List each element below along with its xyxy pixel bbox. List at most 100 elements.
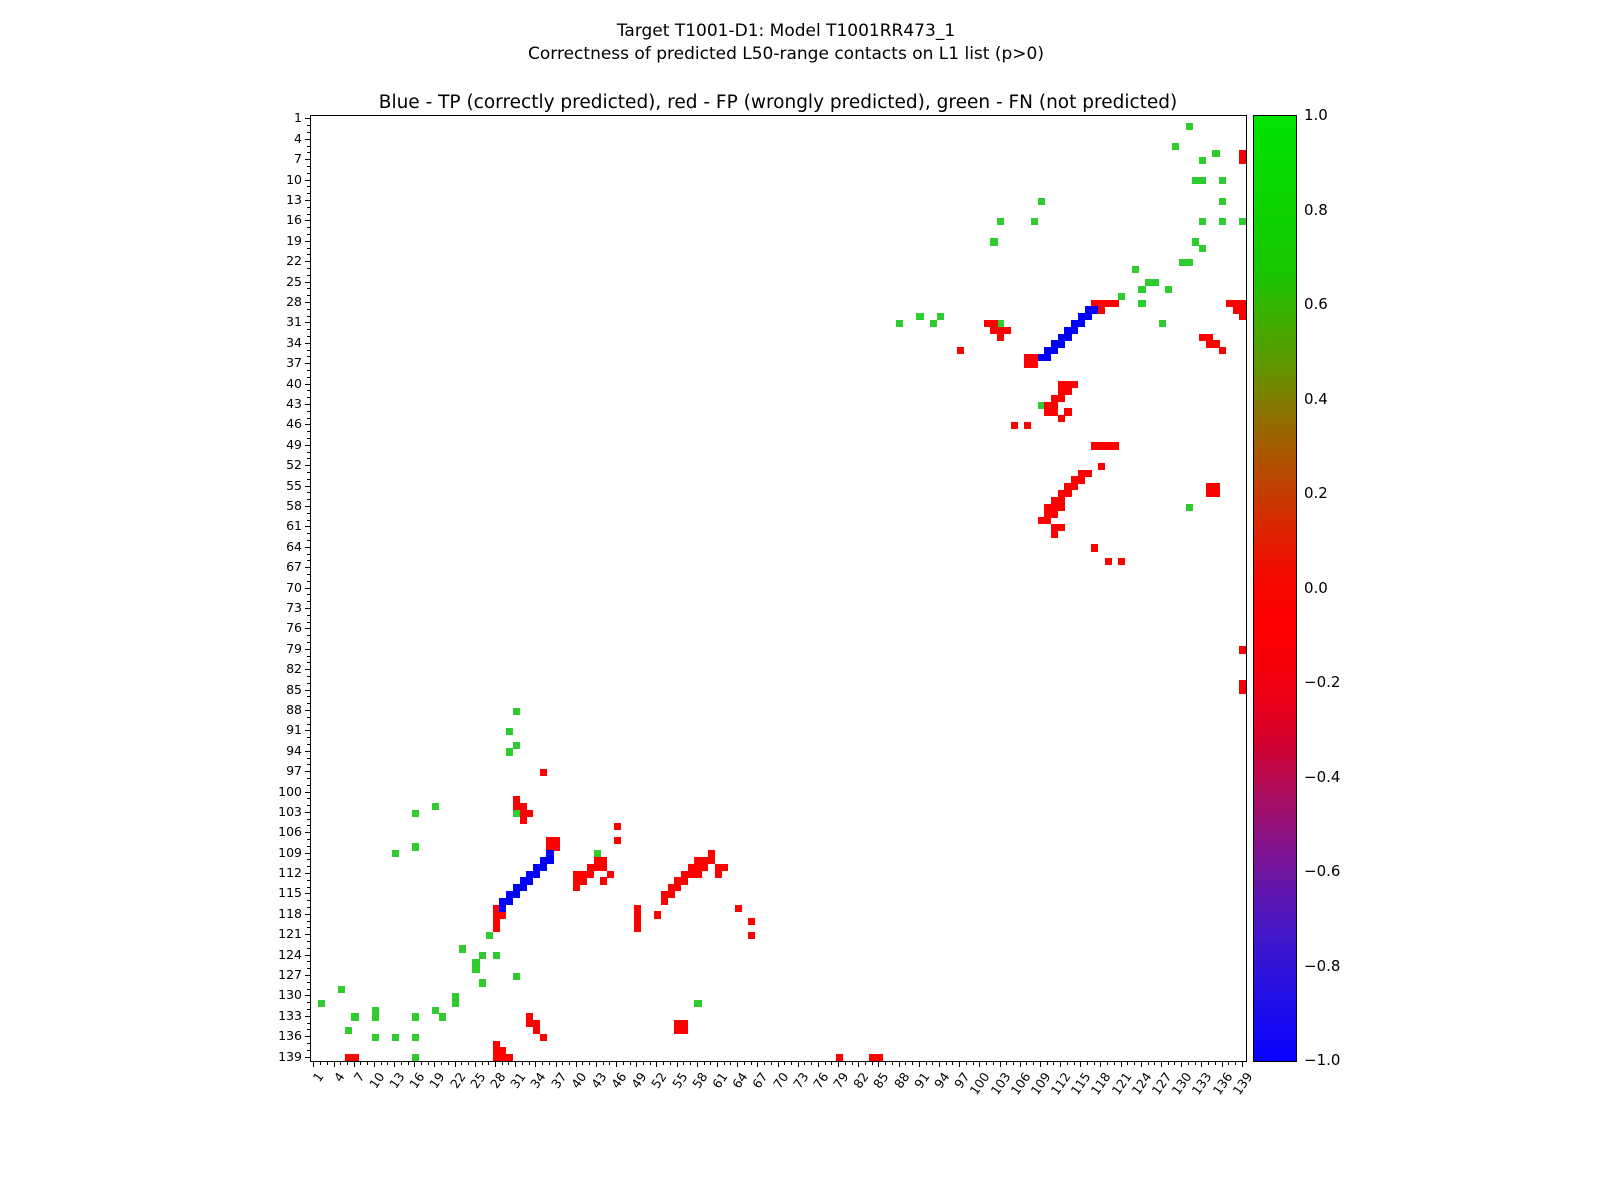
contact-cell-fn xyxy=(1198,177,1207,185)
x-axis-tick xyxy=(1046,1062,1048,1065)
contact-cell-fp xyxy=(1064,408,1072,416)
x-axis-tick xyxy=(1214,1062,1216,1065)
y-axis-tick xyxy=(307,743,310,745)
contact-cell-fp xyxy=(1219,347,1227,355)
contact-cell-fp xyxy=(714,870,722,878)
contact-cell-fp xyxy=(1104,557,1112,566)
y-axis-tick xyxy=(307,784,310,786)
y-axis-tick xyxy=(305,1015,310,1017)
contact-cell-fp xyxy=(526,809,534,817)
colorbar-tick-label: −0.8 xyxy=(1304,956,1341,975)
contact-cell-fn xyxy=(472,959,480,967)
contact-cell-fn xyxy=(479,979,487,987)
contact-cell-fp xyxy=(519,809,527,817)
y-axis-tick-label: 109 xyxy=(278,844,302,860)
contact-cell-fn xyxy=(1131,265,1139,273)
x-axis-tick xyxy=(1107,1062,1109,1065)
contact-cell-fp xyxy=(1050,394,1059,402)
contact-cell-fp xyxy=(344,1054,352,1062)
contact-cell-fp xyxy=(526,1013,534,1021)
contact-cell-fp xyxy=(1057,381,1065,389)
x-axis-tick xyxy=(1241,1062,1243,1067)
contact-cell-fp xyxy=(876,1054,884,1062)
contact-cell-fp xyxy=(506,1054,514,1062)
y-axis-tick-label: 10 xyxy=(286,171,302,187)
contact-cell-tp xyxy=(1071,326,1079,335)
y-axis-tick xyxy=(305,403,310,405)
y-axis-tick-label: 79 xyxy=(286,640,302,656)
x-axis-tick xyxy=(481,1062,483,1065)
y-axis-tick xyxy=(307,512,310,514)
x-axis-tick xyxy=(952,1062,954,1065)
contact-cell-fp xyxy=(519,816,527,824)
contact-cell-fp xyxy=(1064,381,1072,389)
contact-cell-fp xyxy=(687,863,695,872)
y-axis-tick xyxy=(307,295,310,297)
x-axis-tick xyxy=(387,1062,389,1065)
y-axis-tick xyxy=(307,907,310,908)
contact-cell-fp xyxy=(1050,408,1059,416)
y-axis-tick xyxy=(307,369,310,371)
colorbar-tick-label: 0.6 xyxy=(1304,295,1328,313)
y-axis-tick xyxy=(305,852,310,854)
contact-cell-fp xyxy=(667,891,675,899)
contact-cell-fp xyxy=(600,857,608,865)
x-axis-tick xyxy=(932,1062,934,1065)
contact-cell-fn xyxy=(1151,279,1159,287)
y-axis-tick-label: 139 xyxy=(278,1048,302,1064)
contact-cell-tp xyxy=(519,877,527,885)
y-axis-tick-label: 49 xyxy=(286,436,302,452)
x-axis-tick xyxy=(521,1062,523,1065)
contact-cell-fn xyxy=(1158,320,1166,328)
contact-cell-fp xyxy=(1091,442,1099,450)
x-axis-tick xyxy=(427,1062,429,1065)
contact-cell-tp xyxy=(1077,313,1085,321)
contact-cell-fp xyxy=(600,877,608,885)
contact-cell-fp xyxy=(997,326,1005,335)
contact-cell-fp xyxy=(1104,299,1112,307)
y-axis-tick xyxy=(305,771,310,773)
x-axis-tick xyxy=(488,1062,490,1065)
contact-cell-fn xyxy=(1138,286,1146,294)
contact-cell-fp xyxy=(694,857,702,865)
y-axis-tick xyxy=(305,1036,310,1038)
contact-cell-fp xyxy=(721,863,729,872)
y-axis-tick-label: 88 xyxy=(286,701,302,717)
x-axis-tick xyxy=(669,1062,671,1065)
y-axis-tick xyxy=(307,825,310,827)
contact-cell-fp xyxy=(983,320,991,328)
x-axis-tick xyxy=(1194,1062,1196,1065)
contact-cell-fn xyxy=(1198,156,1207,165)
contact-cell-tp xyxy=(499,897,507,906)
contact-cell-fn xyxy=(997,320,1005,328)
y-axis-tick xyxy=(305,220,310,222)
x-axis-tick xyxy=(764,1062,765,1065)
contact-cell-fn xyxy=(512,809,520,817)
y-axis-tick xyxy=(307,268,310,269)
y-axis-tick xyxy=(307,186,310,188)
x-axis-tick xyxy=(1026,1062,1028,1065)
y-axis-tick xyxy=(307,968,310,970)
contact-cell-tp xyxy=(1077,320,1085,328)
contact-cell-fp xyxy=(1044,503,1052,511)
figure-title-line2: Correctness of predicted L50-range conta… xyxy=(528,44,1044,64)
y-axis-tick-label: 1 xyxy=(294,110,302,126)
y-axis-tick-label: 13 xyxy=(286,192,302,207)
x-axis-tick xyxy=(333,1062,335,1067)
contact-cell-fn xyxy=(512,741,520,749)
x-axis-tick xyxy=(407,1062,409,1065)
y-axis-tick-label: 4 xyxy=(294,130,302,146)
y-axis-tick xyxy=(307,315,310,317)
x-axis-tick xyxy=(616,1062,618,1067)
contact-cell-fp xyxy=(1225,299,1233,307)
contact-cell-fp xyxy=(1098,442,1106,450)
contact-cell-tp xyxy=(1084,306,1092,314)
y-axis-tick xyxy=(305,363,310,365)
x-axis-tick xyxy=(555,1062,557,1067)
contact-cell-fp xyxy=(681,1027,689,1035)
contact-cell-fn xyxy=(337,986,346,994)
colorbar-tick-label: −0.2 xyxy=(1304,673,1341,691)
contact-cell-fp xyxy=(1077,469,1085,477)
x-axis-tick xyxy=(629,1062,631,1065)
contact-cell-fp xyxy=(835,1054,843,1062)
